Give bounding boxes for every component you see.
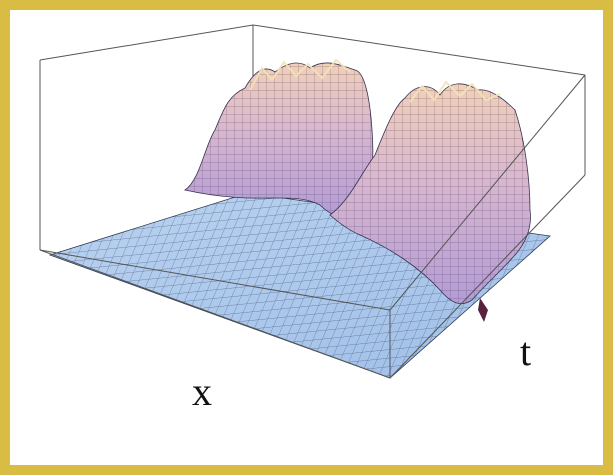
t-axis-label: t (520, 329, 531, 374)
surface-peaks (183, 58, 531, 322)
x-axis-label: x (192, 369, 212, 414)
plot-panel: x t (10, 10, 603, 465)
bounding-box-front (39, 60, 586, 379)
surface-plot: x t (39, 24, 586, 414)
